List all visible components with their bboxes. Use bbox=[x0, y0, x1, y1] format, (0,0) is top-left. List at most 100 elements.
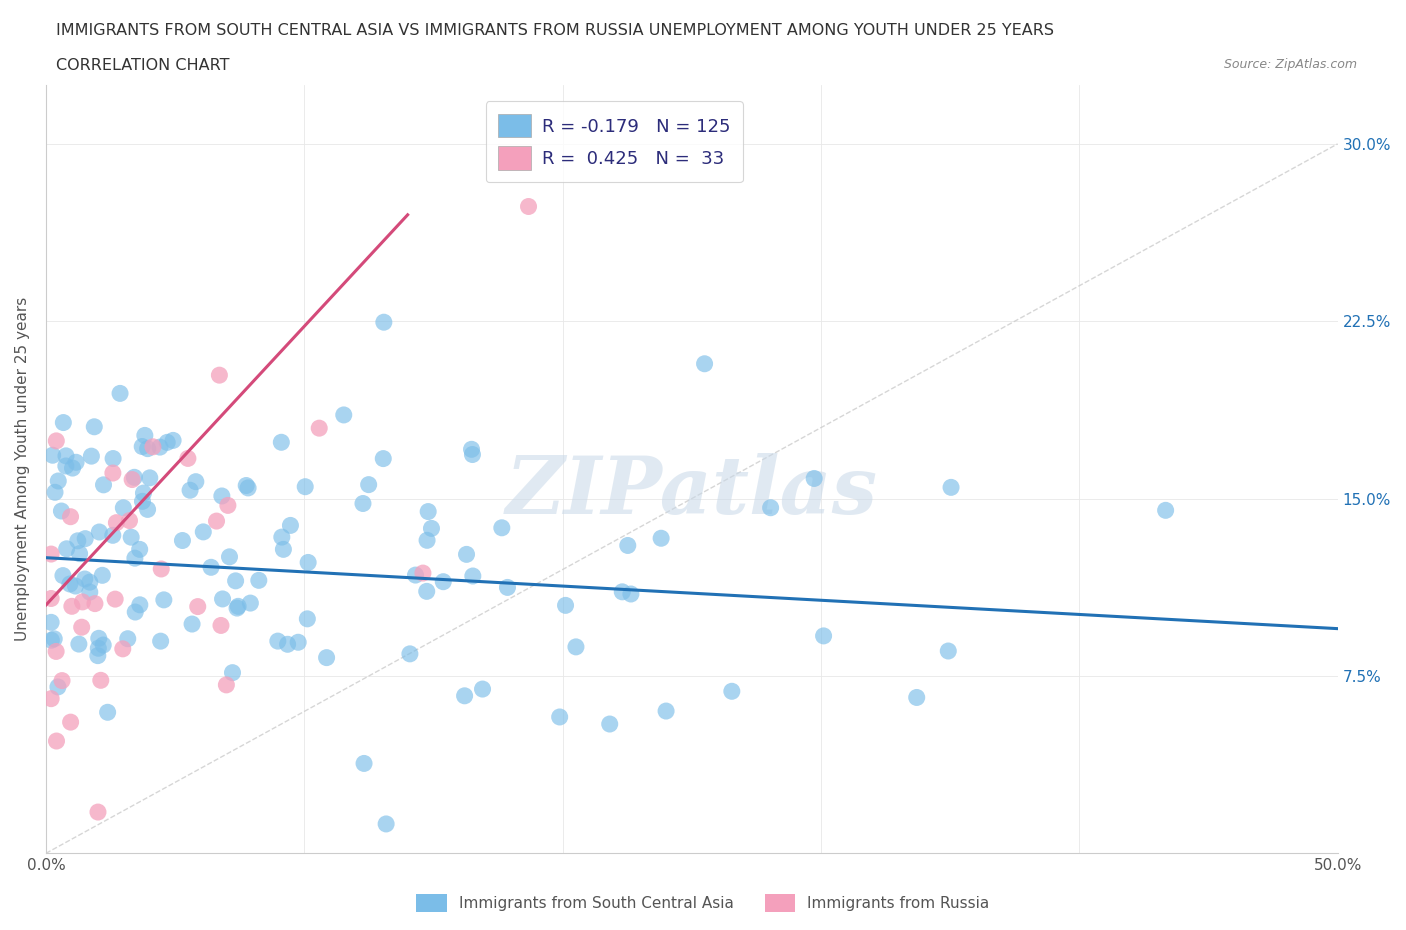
Point bbox=[399, 646, 422, 661]
Point bbox=[270, 530, 292, 545]
Point bbox=[72, 594, 94, 609]
Point bbox=[565, 640, 588, 655]
Point bbox=[294, 479, 316, 494]
Point bbox=[373, 314, 395, 329]
Point bbox=[84, 596, 107, 611]
Point bbox=[55, 458, 77, 473]
Point bbox=[55, 541, 77, 556]
Point bbox=[221, 665, 243, 680]
Point bbox=[461, 568, 484, 583]
Point bbox=[405, 567, 427, 582]
Point bbox=[209, 618, 232, 633]
Point bbox=[90, 673, 112, 688]
Point bbox=[375, 817, 398, 831]
Point bbox=[287, 635, 309, 650]
Point bbox=[156, 435, 179, 450]
Legend: Immigrants from South Central Asia, Immigrants from Russia: Immigrants from South Central Asia, Immi… bbox=[411, 888, 995, 918]
Point bbox=[267, 633, 290, 648]
Point bbox=[650, 531, 672, 546]
Point bbox=[51, 503, 73, 518]
Point bbox=[132, 485, 155, 500]
Point bbox=[162, 433, 184, 448]
Point bbox=[59, 577, 82, 591]
Point bbox=[79, 575, 101, 590]
Point bbox=[46, 473, 69, 488]
Point bbox=[517, 199, 540, 214]
Point bbox=[45, 734, 67, 749]
Point bbox=[280, 518, 302, 533]
Point bbox=[59, 714, 82, 729]
Point bbox=[70, 619, 93, 634]
Point bbox=[136, 441, 159, 456]
Point bbox=[45, 433, 67, 448]
Point bbox=[67, 637, 90, 652]
Point bbox=[104, 591, 127, 606]
Point bbox=[142, 439, 165, 454]
Point bbox=[87, 804, 110, 819]
Legend: R = -0.179   N = 125, R =  0.425   N =  33: R = -0.179 N = 125, R = 0.425 N = 33 bbox=[485, 101, 742, 182]
Point bbox=[496, 580, 519, 595]
Point bbox=[373, 451, 395, 466]
Point bbox=[118, 513, 141, 528]
Point bbox=[273, 542, 295, 557]
Point bbox=[352, 496, 374, 511]
Point bbox=[184, 474, 207, 489]
Point bbox=[41, 632, 63, 647]
Point bbox=[620, 587, 643, 602]
Point bbox=[55, 448, 77, 463]
Point bbox=[215, 677, 238, 692]
Point bbox=[134, 428, 156, 443]
Point bbox=[128, 542, 150, 557]
Point bbox=[101, 466, 124, 481]
Point bbox=[226, 601, 249, 616]
Point bbox=[65, 455, 87, 470]
Point bbox=[45, 644, 67, 658]
Point bbox=[124, 551, 146, 565]
Point bbox=[69, 546, 91, 561]
Point bbox=[554, 598, 576, 613]
Point bbox=[39, 691, 62, 706]
Point bbox=[124, 470, 146, 485]
Point bbox=[39, 615, 62, 630]
Text: ZIPatlas: ZIPatlas bbox=[506, 453, 877, 531]
Point bbox=[44, 485, 66, 499]
Point bbox=[247, 573, 270, 588]
Point bbox=[59, 510, 82, 525]
Y-axis label: Unemployment Among Youth under 25 years: Unemployment Among Youth under 25 years bbox=[15, 297, 30, 641]
Point bbox=[120, 530, 142, 545]
Point bbox=[548, 710, 571, 724]
Point bbox=[179, 483, 201, 498]
Point bbox=[939, 480, 962, 495]
Point bbox=[87, 631, 110, 645]
Point bbox=[101, 528, 124, 543]
Point bbox=[217, 498, 239, 512]
Point bbox=[211, 488, 233, 503]
Point bbox=[1154, 503, 1177, 518]
Point bbox=[803, 471, 825, 485]
Point bbox=[416, 584, 439, 599]
Point bbox=[101, 451, 124, 466]
Point bbox=[46, 680, 69, 695]
Point bbox=[177, 451, 200, 466]
Point bbox=[412, 565, 434, 580]
Point bbox=[315, 650, 337, 665]
Point bbox=[65, 578, 87, 593]
Point bbox=[460, 442, 482, 457]
Point bbox=[418, 504, 440, 519]
Text: CORRELATION CHART: CORRELATION CHART bbox=[56, 58, 229, 73]
Point bbox=[39, 591, 62, 606]
Point bbox=[453, 688, 475, 703]
Point bbox=[105, 515, 128, 530]
Point bbox=[172, 533, 194, 548]
Point bbox=[226, 599, 249, 614]
Point bbox=[75, 531, 97, 546]
Point bbox=[239, 595, 262, 610]
Point bbox=[297, 555, 319, 570]
Point bbox=[420, 521, 443, 536]
Point bbox=[205, 513, 228, 528]
Point bbox=[218, 550, 240, 565]
Point bbox=[66, 534, 89, 549]
Point bbox=[332, 407, 354, 422]
Point bbox=[73, 572, 96, 587]
Text: IMMIGRANTS FROM SOUTH CENTRAL ASIA VS IMMIGRANTS FROM RUSSIA UNEMPLOYMENT AMONG : IMMIGRANTS FROM SOUTH CENTRAL ASIA VS IM… bbox=[56, 23, 1054, 38]
